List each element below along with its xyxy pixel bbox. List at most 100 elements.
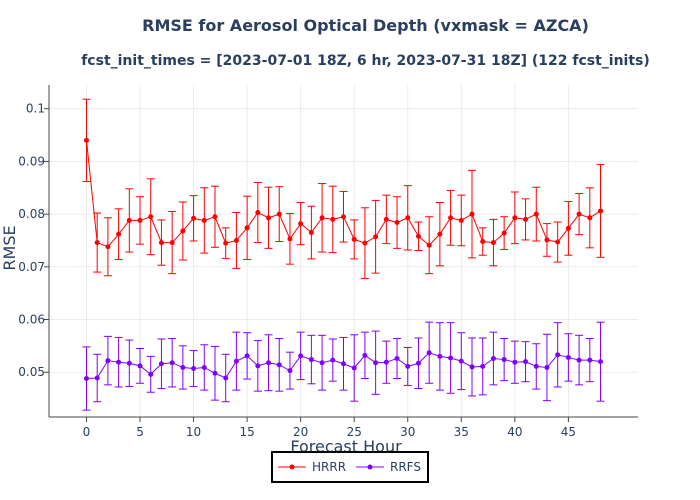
data-point-rrfs	[373, 360, 379, 366]
data-point-hrrr	[480, 239, 486, 245]
data-point-hrrr	[212, 214, 218, 220]
data-point-hrrr	[319, 215, 325, 221]
data-point-hrrr	[501, 230, 507, 236]
data-point-hrrr	[158, 240, 164, 246]
legend[interactable]: HRRR RRFS	[271, 451, 429, 483]
x-tick-label: 15	[239, 425, 254, 439]
x-tick-label: 35	[454, 425, 469, 439]
data-point-rrfs	[523, 359, 529, 365]
data-point-hrrr	[287, 236, 293, 242]
data-point-rrfs	[512, 359, 518, 365]
data-point-rrfs	[148, 371, 154, 377]
data-point-hrrr	[598, 208, 604, 214]
data-point-hrrr	[223, 240, 229, 246]
data-point-rrfs	[330, 357, 336, 363]
data-point-rrfs	[426, 350, 432, 356]
data-point-hrrr	[341, 214, 346, 220]
data-point-rrfs	[137, 363, 143, 369]
x-tick-label: 45	[561, 425, 576, 439]
data-point-hrrr	[544, 237, 550, 243]
data-point-rrfs	[555, 352, 561, 358]
y-tick-label: 0.08	[18, 207, 45, 221]
data-point-rrfs	[212, 370, 218, 376]
data-point-rrfs	[448, 355, 454, 361]
data-point-hrrr	[191, 215, 197, 221]
data-point-rrfs	[405, 363, 411, 369]
data-point-hrrr	[394, 220, 400, 226]
y-tick-label: 0.1	[26, 102, 45, 116]
legend-item-hrrr[interactable]: HRRR	[278, 460, 346, 474]
chart-title: RMSE for Aerosol Optical Depth (vxmask =…	[142, 16, 589, 35]
marks-layer	[82, 98, 605, 411]
data-point-hrrr	[351, 236, 357, 242]
data-point-hrrr	[276, 211, 282, 217]
data-point-hrrr	[83, 137, 89, 143]
data-point-rrfs	[565, 354, 571, 360]
x-tick-label: 0	[83, 425, 91, 439]
data-point-hrrr	[587, 215, 593, 221]
data-point-hrrr	[137, 217, 143, 223]
x-tick-label: 20	[293, 425, 308, 439]
data-point-rrfs	[191, 366, 197, 372]
legend-hrrr-label: HRRR	[312, 460, 346, 474]
x-tick-label: 5	[136, 425, 144, 439]
data-point-rrfs	[158, 361, 164, 367]
data-point-rrfs	[480, 363, 486, 369]
legend-rrfs-label: RRFS	[390, 460, 421, 474]
data-point-rrfs	[598, 359, 604, 365]
data-point-rrfs	[169, 360, 175, 366]
data-point-rrfs	[576, 357, 582, 363]
data-point-rrfs	[298, 353, 304, 359]
legend-rrfs-marker	[367, 464, 373, 470]
data-point-rrfs	[233, 358, 239, 364]
data-point-hrrr	[555, 239, 561, 245]
data-point-rrfs	[383, 359, 389, 365]
legend-item-rrfs[interactable]: RRFS	[356, 460, 421, 474]
y-tick-label: 0.09	[18, 154, 45, 168]
data-point-hrrr	[255, 210, 261, 216]
data-point-hrrr	[448, 215, 454, 221]
data-point-rrfs	[437, 353, 443, 359]
y-tick-label: 0.05	[18, 365, 45, 379]
data-point-hrrr	[233, 237, 239, 243]
data-point-rrfs	[105, 358, 111, 364]
data-point-hrrr	[383, 216, 389, 222]
data-point-rrfs	[266, 360, 272, 366]
data-point-hrrr	[201, 217, 207, 223]
chart-subtitle: fcst_init_times = [2023-07-01 18Z, 6 hr,…	[81, 53, 650, 69]
data-point-hrrr	[512, 215, 518, 221]
y-tick-label: 0.07	[18, 260, 45, 274]
data-point-rrfs	[469, 364, 475, 370]
data-point-rrfs	[255, 363, 261, 369]
data-point-rrfs	[533, 363, 539, 369]
data-point-hrrr	[94, 240, 100, 246]
data-point-hrrr	[148, 214, 154, 220]
data-point-hrrr	[180, 228, 186, 234]
x-tick-label: 30	[400, 425, 415, 439]
data-point-rrfs	[223, 375, 229, 381]
data-point-hrrr	[565, 225, 571, 231]
data-point-hrrr	[105, 244, 111, 250]
data-point-hrrr	[116, 231, 122, 237]
data-point-rrfs	[415, 360, 421, 366]
y-axis-label: RMSE	[0, 225, 19, 270]
data-point-hrrr	[405, 215, 411, 221]
data-point-rrfs	[83, 376, 89, 382]
series-rrfs	[82, 321, 605, 411]
data-point-hrrr	[126, 217, 132, 223]
data-point-hrrr	[266, 215, 272, 221]
data-point-rrfs	[319, 360, 325, 366]
data-point-hrrr	[415, 233, 421, 239]
data-point-rrfs	[94, 375, 100, 381]
data-point-rrfs	[126, 360, 132, 366]
axes-layer: 0 5 10 15 20 25 30 35 40 45 0.05 0.06 0.07 0.08 0.09 0.…	[18, 85, 638, 439]
data-point-rrfs	[501, 357, 507, 363]
data-point-hrrr	[576, 211, 582, 217]
data-point-rrfs	[394, 356, 400, 362]
data-point-rrfs	[341, 361, 346, 367]
data-point-hrrr	[469, 211, 475, 217]
data-point-rrfs	[116, 359, 122, 365]
data-point-rrfs	[458, 358, 464, 364]
data-point-rrfs	[308, 357, 314, 363]
